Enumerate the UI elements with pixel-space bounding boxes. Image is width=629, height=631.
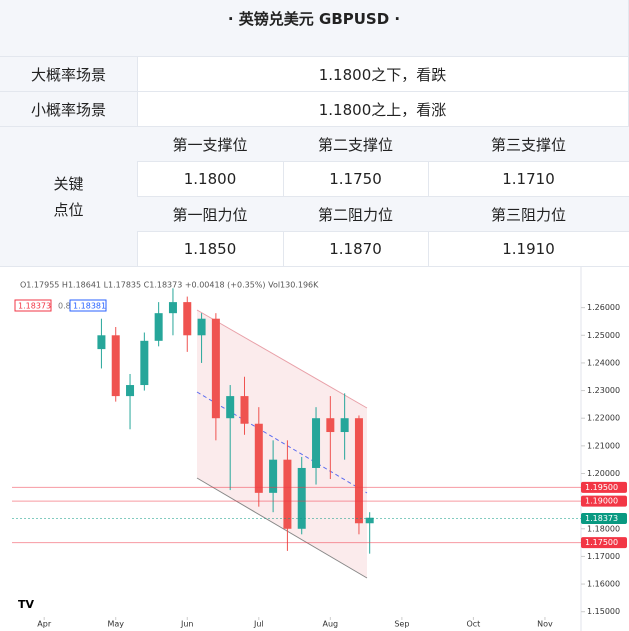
cell: 1.1910 — [428, 232, 629, 267]
level-tag — [581, 537, 627, 549]
x-tick-label: May — [107, 620, 124, 629]
level-label: 1.17500 — [585, 538, 618, 547]
level-label: 1.19000 — [585, 497, 618, 506]
cell: 1.1750 — [283, 162, 429, 197]
candle-body — [126, 385, 135, 397]
cell: 第三阻力位 — [428, 197, 629, 232]
cell: 第三支撑位 — [428, 127, 629, 162]
spread: 0.8 — [58, 302, 71, 311]
ohlc: O1.17955 H1.18641 L1.17835 C1.18373 +0.0… — [20, 281, 319, 290]
x-tick-label: Jul — [253, 620, 264, 629]
bid-box — [14, 299, 52, 312]
y-tick-label: 1.23000 — [587, 386, 620, 395]
cell: 关键 点位 — [0, 127, 138, 267]
y-tick-label: 1.22000 — [587, 414, 620, 423]
y-tick-label: 1.18000 — [587, 524, 620, 533]
candle-body — [340, 418, 349, 433]
title: · 英镑兑美元 GBPUSD · — [0, 0, 629, 57]
candle-body — [168, 302, 177, 314]
candle-body — [312, 418, 321, 468]
y-tick-label: 1.21000 — [587, 441, 620, 450]
x-tick-label: Nov — [537, 620, 553, 629]
x-tick-label: Sep — [394, 620, 409, 629]
level-tag — [581, 481, 627, 493]
candle-body — [111, 335, 120, 397]
key-label: 点位 — [53, 200, 84, 219]
candle-body — [140, 340, 149, 386]
chart: O1.17955 H1.18641 L1.17835 C1.18373 +0.0… — [12, 267, 627, 631]
candle-body — [365, 517, 374, 524]
y-tick-label: 1.20000 — [587, 469, 620, 478]
x-tick-label: Apr — [37, 620, 52, 629]
cell: 1.1800之下，看跌 — [137, 57, 629, 92]
channel-top — [196, 309, 368, 409]
ask: 1.18381 — [73, 302, 106, 311]
cell: 1.1710 — [428, 162, 629, 197]
candle-body — [326, 418, 335, 433]
y-tick-label: 1.17000 — [587, 552, 620, 561]
candle-body — [254, 423, 263, 493]
candle-body — [269, 459, 278, 493]
y-tick-label: 1.25000 — [587, 331, 620, 340]
candle-body — [240, 396, 249, 424]
candle-body — [197, 318, 206, 336]
level-tag — [581, 512, 627, 524]
cell: 1.1850 — [137, 232, 284, 267]
y-tick-label: 1.24000 — [587, 358, 620, 367]
candle-body — [354, 418, 363, 524]
cell: 大概率场景 — [0, 57, 138, 92]
x-tick-label: Aug — [323, 620, 339, 629]
cell: 小概率场景 — [0, 92, 138, 127]
y-tick-label: 1.15000 — [587, 607, 620, 616]
key-label: 关键 — [53, 174, 84, 193]
candle-body — [154, 313, 163, 341]
candle-body — [283, 459, 292, 529]
channel-bottom — [196, 477, 368, 579]
candle-body — [297, 467, 306, 529]
bid: 1.18373 — [18, 302, 51, 311]
candle-body — [97, 335, 106, 350]
candle-body — [226, 396, 235, 419]
channel-mid — [196, 391, 368, 494]
x-tick-label: Oct — [466, 620, 480, 629]
logo: TV — [18, 598, 35, 611]
cell: 1.1800之上，看涨 — [137, 92, 629, 127]
cell: 第一支撑位 — [137, 127, 284, 162]
cell: 第二支撑位 — [283, 127, 429, 162]
level-tag — [581, 495, 627, 507]
x-tick-label: Jun — [180, 620, 194, 629]
ask-box — [69, 299, 107, 312]
channel — [197, 310, 367, 578]
candle-body — [211, 318, 220, 419]
cell: 第二阻力位 — [283, 197, 429, 232]
cell: 1.1870 — [283, 232, 429, 267]
y-tick-label: 1.26000 — [587, 303, 620, 312]
level-label: 1.18373 — [585, 514, 618, 523]
level-label: 1.19500 — [585, 483, 618, 492]
candle-body — [183, 302, 192, 336]
y-tick-label: 1.16000 — [587, 580, 620, 589]
cell: 第一阻力位 — [137, 197, 284, 232]
cell: 1.1800 — [137, 162, 284, 197]
